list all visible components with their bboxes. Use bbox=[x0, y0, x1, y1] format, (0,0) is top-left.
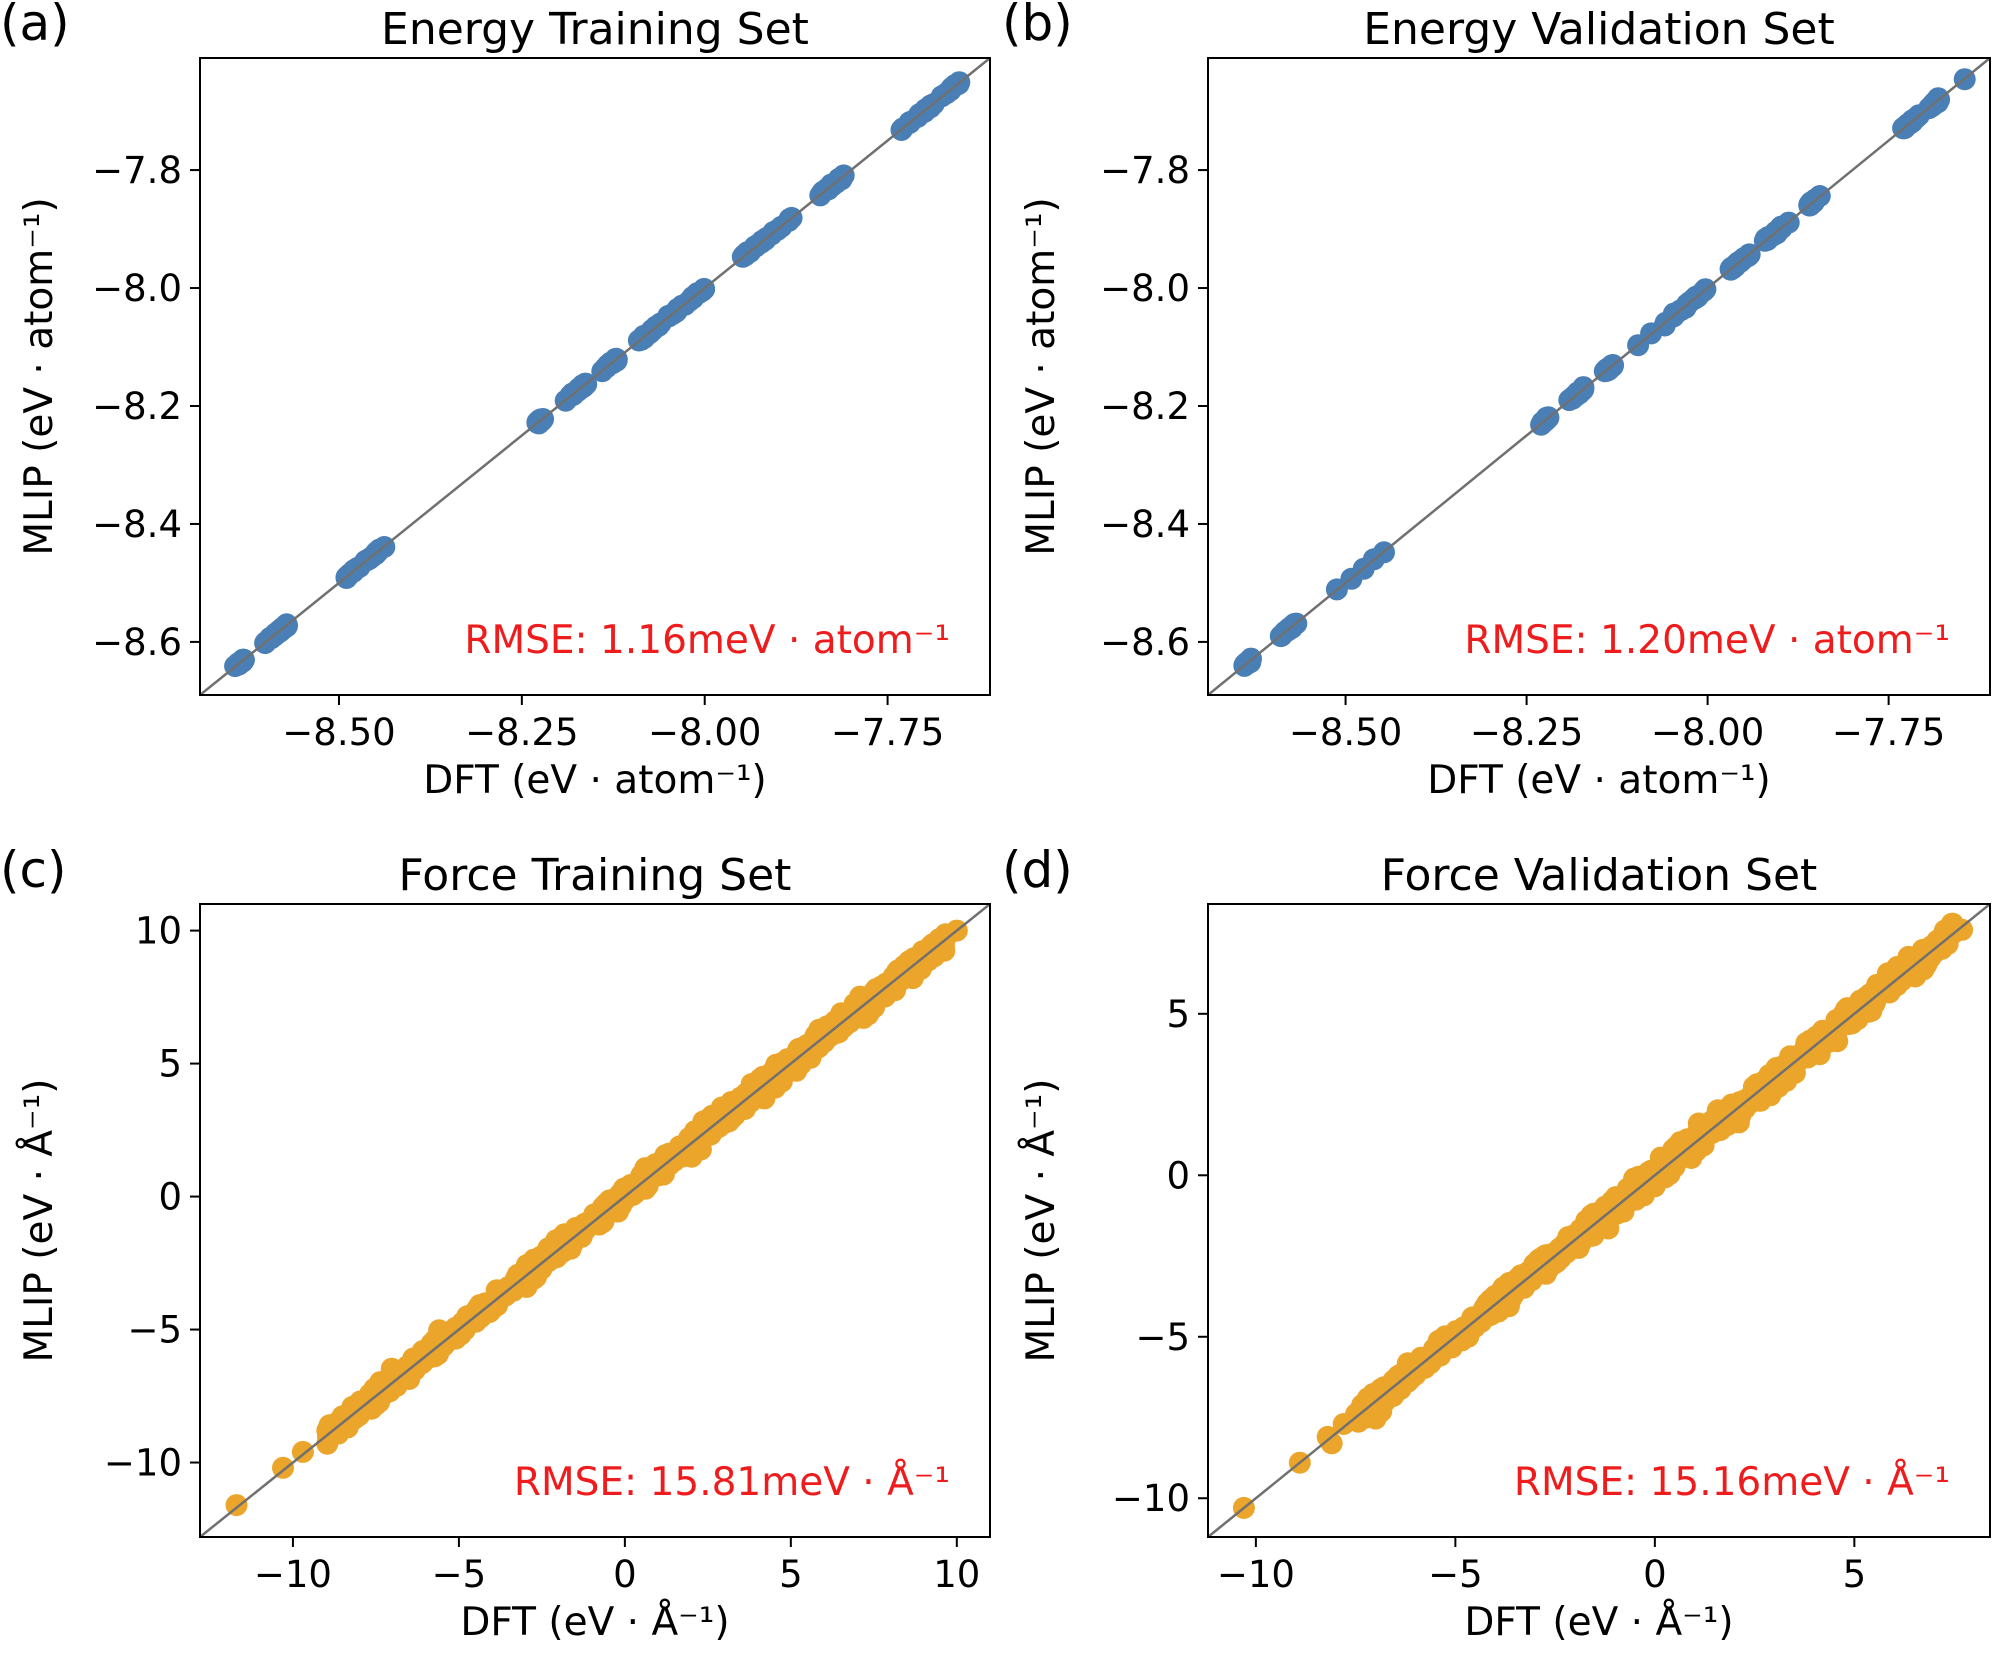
y-tick-label: −10 bbox=[104, 1442, 182, 1485]
x-axis-label: DFT (eV · Å⁻¹) bbox=[1464, 1598, 1733, 1645]
data-point bbox=[1754, 1071, 1777, 1094]
parity-line bbox=[200, 58, 990, 695]
data-point bbox=[1839, 1002, 1862, 1025]
parity-line bbox=[1208, 904, 1990, 1537]
rmse-annotation: RMSE: 1.20meV · atom⁻¹ bbox=[1464, 618, 1950, 663]
x-tick-label: −7.75 bbox=[1832, 711, 1945, 754]
data-point bbox=[1473, 1296, 1496, 1319]
rmse-annotation: RMSE: 1.16meV · atom⁻¹ bbox=[464, 618, 950, 663]
parity-line bbox=[1208, 58, 1990, 695]
parity-line bbox=[200, 904, 990, 1537]
y-tick-label: 0 bbox=[1166, 1154, 1190, 1197]
x-tick-label: −8.00 bbox=[1651, 711, 1764, 754]
y-axis-label: MLIP (eV · atom⁻¹) bbox=[17, 197, 62, 555]
x-axis-label: DFT (eV · atom⁻¹) bbox=[423, 758, 767, 803]
data-point bbox=[272, 1456, 294, 1479]
y-tick-label: −8.0 bbox=[1100, 267, 1190, 310]
plot-frame bbox=[1207, 57, 1991, 696]
data-point bbox=[1320, 1432, 1343, 1455]
data-point bbox=[1406, 1352, 1428, 1375]
data-point bbox=[1776, 1062, 1799, 1085]
data-point bbox=[1623, 1167, 1646, 1190]
data-point bbox=[663, 1149, 686, 1172]
panel-a: −8.50 −8.25 −8.00 −7.75 −8.6 −8.4 −8.2 −8.0 −7.8… bbox=[0, 0, 991, 803]
y-tick-label: −8.2 bbox=[1100, 385, 1190, 428]
data-point bbox=[739, 1090, 762, 1113]
x-tick-label: −5 bbox=[432, 1553, 487, 1596]
y-axis-label: MLIP (eV · atom⁻¹) bbox=[1019, 197, 1064, 555]
data-point bbox=[1509, 1265, 1532, 1288]
panel-c: −10 −5 0 5 10 −10 −5 0 5 10 Force Training Set (c) D… bbox=[0, 841, 991, 1645]
plot-frame bbox=[1207, 903, 1991, 1538]
data-point bbox=[1386, 1369, 1409, 1392]
plot-frame bbox=[199, 903, 991, 1538]
panel-letter: (c) bbox=[0, 841, 67, 899]
x-tick-label: 5 bbox=[1843, 1553, 1867, 1596]
panel-letter: (d) bbox=[1002, 841, 1073, 899]
data-point bbox=[1493, 1282, 1516, 1305]
panel-title: Force Training Set bbox=[399, 850, 792, 901]
x-tick-label: −10 bbox=[1217, 1553, 1295, 1596]
y-tick-label: −8.0 bbox=[92, 267, 182, 310]
panel-title: Energy Training Set bbox=[381, 4, 809, 55]
data-point bbox=[1611, 1193, 1634, 1216]
panel-d: −10 −5 0 5 −10 −5 0 5 Force Validation Set (d) DFT… bbox=[1002, 841, 1991, 1645]
x-axis-label: DFT (eV · atom⁻¹) bbox=[1427, 758, 1771, 803]
x-tick-label: 5 bbox=[779, 1553, 803, 1596]
y-tick-label: −8.2 bbox=[92, 385, 182, 428]
data-point bbox=[469, 1306, 492, 1329]
rmse-annotation: RMSE: 15.16meV · Å⁻¹ bbox=[1514, 1458, 1950, 1505]
y-tick-label: −10 bbox=[1112, 1477, 1190, 1520]
x-tick-label: −5 bbox=[1428, 1553, 1483, 1596]
data-point bbox=[587, 1210, 610, 1233]
panel-title: Force Validation Set bbox=[1381, 850, 1818, 901]
panel-letter: (a) bbox=[0, 0, 70, 52]
y-tick-label: 5 bbox=[1166, 993, 1190, 1036]
x-tick-label: −8.50 bbox=[1289, 711, 1402, 754]
y-tick-label: −7.8 bbox=[1100, 149, 1190, 192]
panel-letter: (b) bbox=[1002, 0, 1073, 52]
y-tick-label: −8.6 bbox=[1100, 621, 1190, 664]
x-tick-label: −8.00 bbox=[648, 711, 761, 754]
data-point bbox=[773, 1060, 796, 1083]
panel-b: −8.50 −8.25 −8.00 −7.75 −8.6 −8.4 −8.2 −8.0 −7.8… bbox=[1002, 0, 1991, 803]
plot-frame bbox=[199, 57, 991, 696]
y-tick-label: 0 bbox=[158, 1176, 182, 1219]
x-tick-label: 0 bbox=[613, 1553, 637, 1596]
x-tick-label: −7.75 bbox=[831, 711, 944, 754]
x-tick-label: −8.25 bbox=[1470, 711, 1583, 754]
data-point bbox=[1807, 1027, 1830, 1050]
data-point bbox=[701, 1104, 724, 1127]
data-point bbox=[595, 1192, 618, 1215]
data-point bbox=[1943, 915, 1966, 938]
y-tick-label: 10 bbox=[135, 910, 182, 953]
x-tick-label: −8.25 bbox=[465, 711, 578, 754]
data-point bbox=[564, 1219, 587, 1242]
x-axis-label: DFT (eV · Å⁻¹) bbox=[460, 1598, 729, 1645]
data-point bbox=[1332, 1413, 1355, 1435]
y-tick-label: 5 bbox=[158, 1043, 182, 1086]
data-point bbox=[788, 1037, 811, 1060]
data-point bbox=[1688, 1119, 1711, 1142]
data-point bbox=[1553, 1241, 1576, 1264]
y-tick-label: −5 bbox=[1135, 1316, 1190, 1359]
panel-title: Energy Validation Set bbox=[1363, 4, 1835, 55]
data-point bbox=[318, 1414, 341, 1437]
y-axis-label: MLIP (eV · Å⁻¹) bbox=[15, 1079, 62, 1363]
x-tick-label: −10 bbox=[254, 1553, 332, 1596]
x-tick-label: 10 bbox=[933, 1553, 980, 1596]
data-point bbox=[358, 1383, 381, 1406]
rmse-annotation: RMSE: 15.81meV · Å⁻¹ bbox=[514, 1458, 950, 1505]
y-tick-label: −8.4 bbox=[1100, 503, 1190, 546]
x-tick-label: −8.50 bbox=[282, 711, 395, 754]
y-tick-label: −8.4 bbox=[92, 503, 182, 546]
y-tick-label: −8.6 bbox=[92, 621, 182, 664]
y-axis-label: MLIP (eV · Å⁻¹) bbox=[1017, 1079, 1064, 1363]
data-point bbox=[1724, 1104, 1747, 1127]
x-tick-label: 0 bbox=[1643, 1553, 1667, 1596]
y-tick-label: −7.8 bbox=[92, 149, 182, 192]
y-tick-label: −5 bbox=[127, 1309, 182, 1352]
